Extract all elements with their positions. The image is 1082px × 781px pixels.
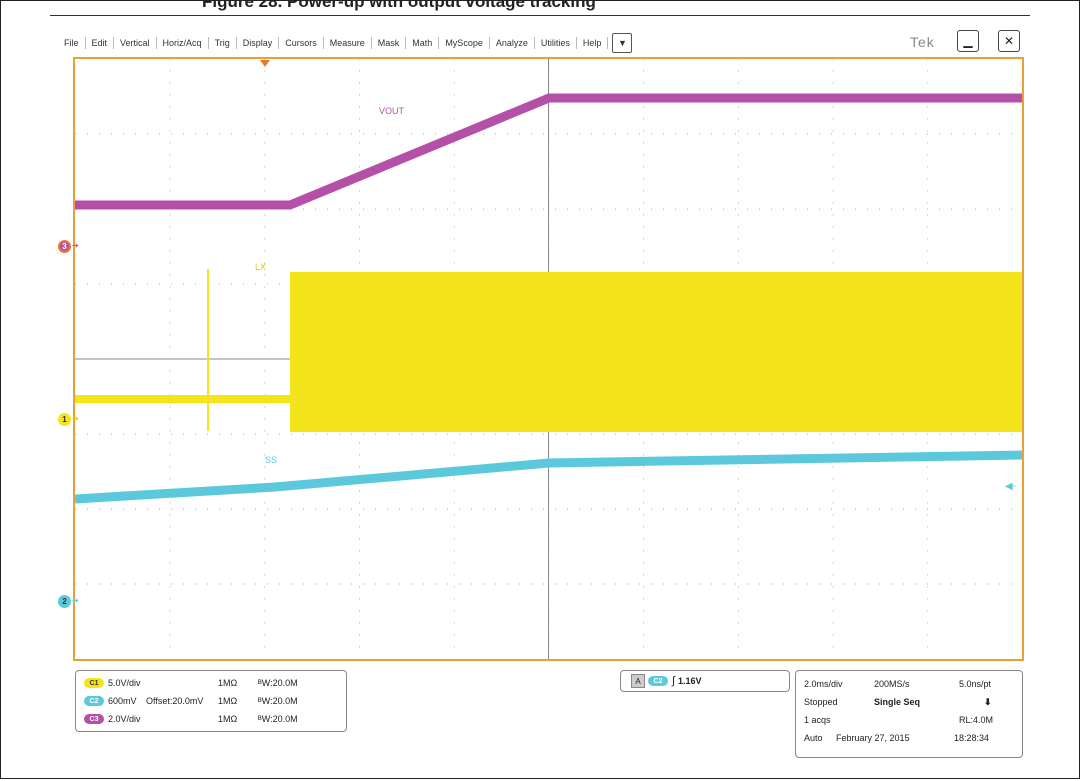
resolution: 5.0ns/pt — [959, 679, 992, 689]
minimize-icon: ▁ — [963, 34, 973, 48]
acq-row-1: 2.0ms/div 200MS/s 5.0ns/pt — [804, 675, 1014, 693]
ss-label: SS — [265, 455, 278, 465]
menu-item-help[interactable]: Help — [577, 37, 609, 49]
menu-item-horiz-acq[interactable]: Horiz/Acq — [157, 37, 209, 49]
record-length: RL:4.0M — [959, 715, 994, 725]
ch2-marker[interactable]: 2 — [58, 595, 71, 608]
lx-idle-trace — [75, 395, 290, 403]
channel-row-c2[interactable]: C2 600mV Offset:20.0mV 1MΩ ᴮW:20.0M — [76, 692, 346, 710]
lx-spike — [207, 269, 209, 431]
acq-row-3: 1 acqs RL:4.0M — [804, 711, 1014, 729]
ch1-arrow-icon: ➔ — [72, 414, 79, 423]
c1-scale: 5.0V/div — [108, 678, 141, 688]
lx-label: LX — [255, 262, 267, 272]
menu-bar: File Edit Vertical Horiz/Acq Trig Display Curs… — [58, 32, 633, 54]
menu-item-cursors[interactable]: Cursors — [279, 37, 324, 49]
trigger-source-chip: C2 — [648, 676, 668, 686]
channel-row-c3[interactable]: C3 2.0V/div 1MΩ ᴮW:20.0M — [76, 710, 346, 728]
menu-dropdown-button[interactable]: ▼ — [612, 33, 633, 53]
brand-logo: Tek — [910, 34, 935, 50]
ch2-arrow-icon: ➔ — [72, 596, 79, 605]
c2-offset: Offset:20.0mV — [146, 696, 204, 706]
trigger-level-icon: ◀- — [1005, 481, 1017, 492]
close-icon: ✕ — [1003, 34, 1015, 48]
timebase: 2.0ms/div — [804, 679, 843, 689]
menu-item-trig[interactable]: Trig — [209, 37, 237, 49]
trigger-panel[interactable]: A C2 ∫ 1.16V — [620, 670, 790, 692]
c1-bandwidth: ᴮW:20.0M — [258, 678, 298, 688]
menu-item-mask[interactable]: Mask — [372, 37, 407, 49]
acq-row-2: Stopped Single Seq ⬇ — [804, 693, 1014, 711]
c1-impedance: 1MΩ — [218, 678, 238, 688]
vout-label: VOUT — [379, 106, 405, 116]
acq-mode: Auto — [804, 733, 823, 743]
c2-impedance: 1MΩ — [218, 696, 238, 706]
ss-trace — [75, 450, 1022, 504]
channel-settings-panel[interactable]: C1 5.0V/div 1MΩ ᴮW:20.0M C2 600mV Offset… — [75, 670, 347, 732]
ch3-marker[interactable]: 3 — [58, 240, 71, 253]
acquisition-panel[interactable]: 2.0ms/div 200MS/s 5.0ns/pt Stopped Singl… — [795, 670, 1023, 758]
ch3-arrow-icon: ➔ — [72, 241, 79, 250]
menu-item-measure[interactable]: Measure — [324, 37, 372, 49]
vout-trace — [75, 93, 1022, 210]
trigger-mode: A — [631, 674, 645, 688]
c2-chip: C2 — [84, 696, 104, 706]
acq-row-4: Auto February 27, 2015 18:28:34 — [804, 729, 1014, 747]
c3-chip: C3 — [84, 714, 104, 724]
lx-switching-band — [290, 272, 1022, 432]
scope-display[interactable]: VOUT LX SS ◀- — [73, 57, 1024, 661]
c2-bandwidth: ᴮW:20.0M — [258, 696, 298, 706]
acq-date: February 27, 2015 — [836, 733, 910, 743]
figure-title: Figure 28. Power-up with output voltage … — [202, 0, 596, 11]
menu-item-edit[interactable]: Edit — [86, 37, 115, 49]
menu-item-vertical[interactable]: Vertical — [114, 37, 157, 49]
menu-item-analyze[interactable]: Analyze — [490, 37, 535, 49]
ch1-marker[interactable]: 1 — [58, 413, 71, 426]
single-seq-icon: ⬇ — [984, 697, 992, 707]
c1-chip: C1 — [84, 678, 104, 688]
menu-item-utilities[interactable]: Utilities — [535, 37, 577, 49]
channel-row-c1[interactable]: C1 5.0V/div 1MΩ ᴮW:20.0M — [76, 674, 346, 692]
rising-edge-icon: ∫ — [672, 675, 676, 687]
c3-scale: 2.0V/div — [108, 714, 141, 724]
trigger-position-icon — [260, 60, 270, 67]
c3-impedance: 1MΩ — [218, 714, 238, 724]
minimize-button[interactable]: ▁ — [957, 30, 979, 52]
waveform-canvas — [75, 59, 1022, 659]
menu-item-math[interactable]: Math — [406, 37, 440, 49]
acq-time: 18:28:34 — [954, 733, 990, 743]
c3-bandwidth: ᴮW:20.0M — [258, 714, 298, 724]
menu-item-display[interactable]: Display — [237, 37, 280, 49]
sample-rate: 200MS/s — [874, 679, 910, 689]
trigger-level: 1.16V — [678, 676, 702, 686]
chevron-down-icon: ▼ — [617, 38, 627, 48]
c2-scale: 600mV — [108, 696, 137, 706]
close-button[interactable]: ✕ — [998, 30, 1020, 52]
acq-sequence: Single Seq — [874, 697, 921, 707]
menu-item-myscope[interactable]: MyScope — [439, 37, 490, 49]
acq-state: Stopped — [804, 697, 838, 707]
menu-item-file[interactable]: File — [58, 37, 86, 49]
title-rule — [50, 15, 1030, 16]
acq-count: 1 acqs — [804, 715, 831, 725]
